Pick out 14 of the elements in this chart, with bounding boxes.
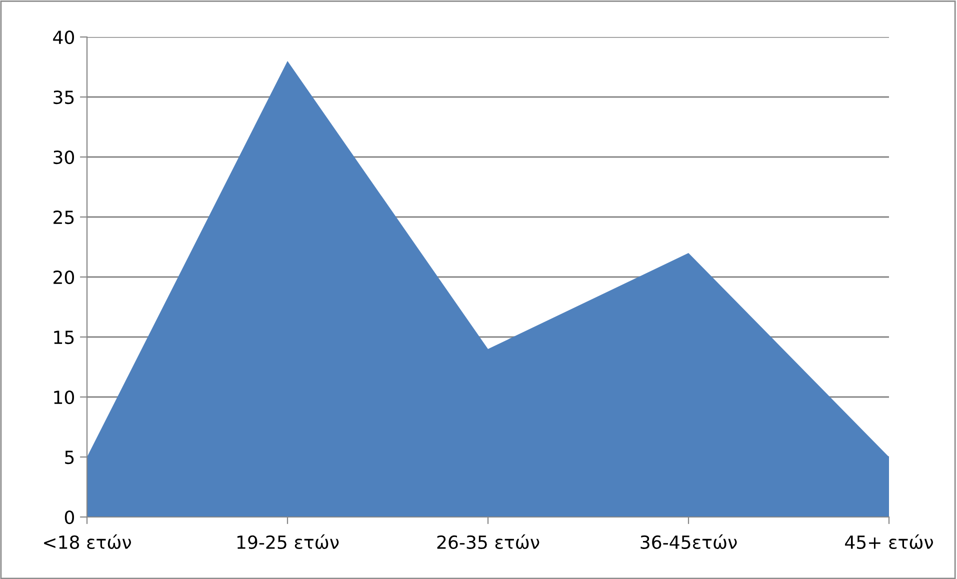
y-tick-label: 15 (54, 330, 74, 344)
y-tick-label: 25 (54, 210, 74, 224)
y-tick-label: 10 (54, 390, 74, 404)
x-tick-label: 26-35 ετών (437, 534, 540, 550)
y-tick-label: 35 (54, 90, 74, 104)
x-tick-label: 36-45ετών (640, 534, 737, 550)
y-tick-label: 5 (65, 450, 74, 464)
y-tick-label: 0 (64, 510, 74, 524)
y-tick-label: 30 (54, 150, 74, 164)
x-tick-label: <18 ετών (44, 534, 131, 550)
x-tick-label: 45+ ετών (845, 534, 933, 550)
x-tick-label: 19-25 ετών (237, 534, 339, 550)
y-tick-label: 20 (54, 270, 74, 284)
y-tick-label: 40 (53, 30, 74, 44)
